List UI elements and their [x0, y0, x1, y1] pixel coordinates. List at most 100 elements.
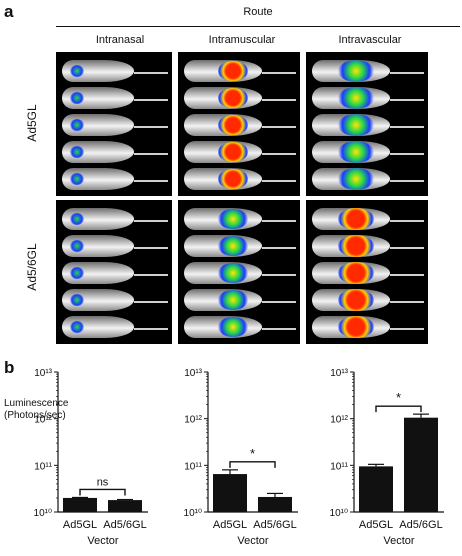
significance-bracket — [375, 405, 422, 413]
y-axis-label: Luminescence (Photons/sec) — [4, 398, 68, 422]
mouse-tail — [390, 247, 424, 249]
y-tick-label: 10¹³ — [34, 368, 52, 379]
luminescence-signal — [218, 88, 248, 108]
image-ad56gl-intramuscular — [178, 200, 300, 344]
image-ad5gl-intravascular — [306, 52, 428, 196]
mouse-tail — [134, 247, 168, 249]
mouse-tail — [262, 247, 296, 249]
mouse-tail — [262, 126, 296, 128]
x-axis-label: Vector — [237, 535, 269, 547]
x-tick-label: Ad5GL — [63, 519, 97, 531]
significance-label: * — [250, 446, 255, 461]
luminescence-signal — [218, 142, 248, 162]
mouse-tail — [262, 274, 296, 276]
mouse-tail — [390, 274, 424, 276]
luminescence-signal — [70, 213, 84, 225]
image-ad56gl-intravascular — [306, 200, 428, 344]
luminescence-signal — [338, 208, 374, 230]
luminescence-signal — [218, 236, 248, 256]
mouse-tail — [262, 153, 296, 155]
bar — [63, 497, 97, 512]
y-tick-label: 10¹¹ — [34, 461, 52, 472]
image-ad5gl-intranasal — [56, 52, 172, 196]
x-axis-label: Vector — [87, 535, 119, 547]
image-ad5gl-intramuscular — [178, 52, 300, 196]
y-tick-label: 10¹³ — [184, 368, 202, 379]
luminescence-signal — [70, 240, 84, 252]
bar — [359, 466, 393, 512]
y-tick-label: 10¹³ — [330, 368, 348, 379]
luminescence-signal — [338, 87, 374, 109]
mouse-tail — [262, 301, 296, 303]
mouse-tail — [134, 328, 168, 330]
luminescence-signal — [70, 65, 84, 77]
mouse-tail — [262, 99, 296, 101]
panel-a-label: a — [4, 2, 14, 21]
y-tick-label: 10¹⁰ — [34, 508, 52, 519]
luminescence-signal — [218, 263, 248, 283]
mouse-tail — [134, 99, 168, 101]
mouse-tail — [134, 274, 168, 276]
luminescence-signal — [218, 61, 248, 81]
column-header-intramuscular: Intramuscular — [208, 34, 276, 46]
luminescence-signal — [338, 289, 374, 311]
y-tick-label: 10¹¹ — [184, 461, 202, 472]
luminescence-signal — [70, 267, 84, 279]
y-axis-label-line2: (Photons/sec) — [4, 410, 66, 421]
y-tick-label: 10¹² — [330, 415, 348, 426]
mouse-tail — [134, 153, 168, 155]
significance-label: * — [396, 390, 401, 405]
mouse-tail — [262, 180, 296, 182]
image-ad56gl-intranasal — [56, 200, 172, 344]
bar — [258, 496, 292, 512]
luminescence-signal — [218, 209, 248, 229]
bar — [404, 417, 438, 512]
x-tick-label: Ad5/6GL — [399, 519, 442, 531]
y-tick-label: 10¹¹ — [330, 461, 348, 472]
luminescence-signal — [70, 92, 84, 104]
column-header-intranasal: Intranasal — [95, 34, 145, 46]
mouse-tail — [390, 153, 424, 155]
route-title: Route — [243, 6, 273, 18]
luminescence-signal — [70, 173, 84, 185]
mouse-tail — [262, 72, 296, 74]
luminescence-signal — [218, 317, 248, 337]
mouse-tail — [262, 220, 296, 222]
mouse-tail — [134, 180, 168, 182]
x-tick-label: Ad5GL — [213, 519, 247, 531]
column-header-intravascular: Intravascular — [338, 34, 402, 46]
mouse-tail — [134, 126, 168, 128]
luminescence-signal — [338, 168, 374, 190]
bar — [108, 500, 142, 512]
luminescence-signal — [218, 115, 248, 135]
luminescence-signal — [70, 119, 84, 131]
bar-charts: 10¹⁰ 10¹¹ 10¹² 10¹³ Ad5GL Ad5/6GL Vector ns 10¹⁰… — [34, 368, 444, 547]
x-tick-label: Ad5GL — [359, 519, 393, 531]
significance-bracket — [79, 488, 126, 496]
mouse-tail — [390, 328, 424, 330]
row-label-ad5gl: Ad5GL — [25, 104, 39, 142]
mouse-tail — [390, 180, 424, 182]
luminescence-signal — [70, 321, 84, 333]
mouse-tail — [134, 220, 168, 222]
panel-b-label: b — [4, 358, 15, 377]
bar — [213, 474, 247, 512]
x-axis-label: Vector — [383, 535, 415, 547]
luminescence-signal — [338, 235, 374, 257]
luminescence-signal — [338, 141, 374, 163]
luminescence-signal — [70, 294, 84, 306]
mouse-tail — [262, 328, 296, 330]
y-tick-label: 10¹⁰ — [330, 508, 348, 519]
row-label-ad56gl: Ad5/6GL — [25, 243, 39, 291]
luminescence-signal — [338, 316, 374, 338]
mouse-tail — [390, 99, 424, 101]
luminescence-signal — [338, 262, 374, 284]
luminescence-signal — [338, 114, 374, 136]
y-tick-label: 10¹⁰ — [184, 508, 202, 519]
mouse-tail — [390, 301, 424, 303]
luminescence-signal — [218, 290, 248, 310]
mouse-tail — [390, 72, 424, 74]
y-tick-label: 10¹² — [184, 415, 202, 426]
mouse-tail — [390, 126, 424, 128]
x-tick-label: Ad5/6GL — [253, 519, 296, 531]
